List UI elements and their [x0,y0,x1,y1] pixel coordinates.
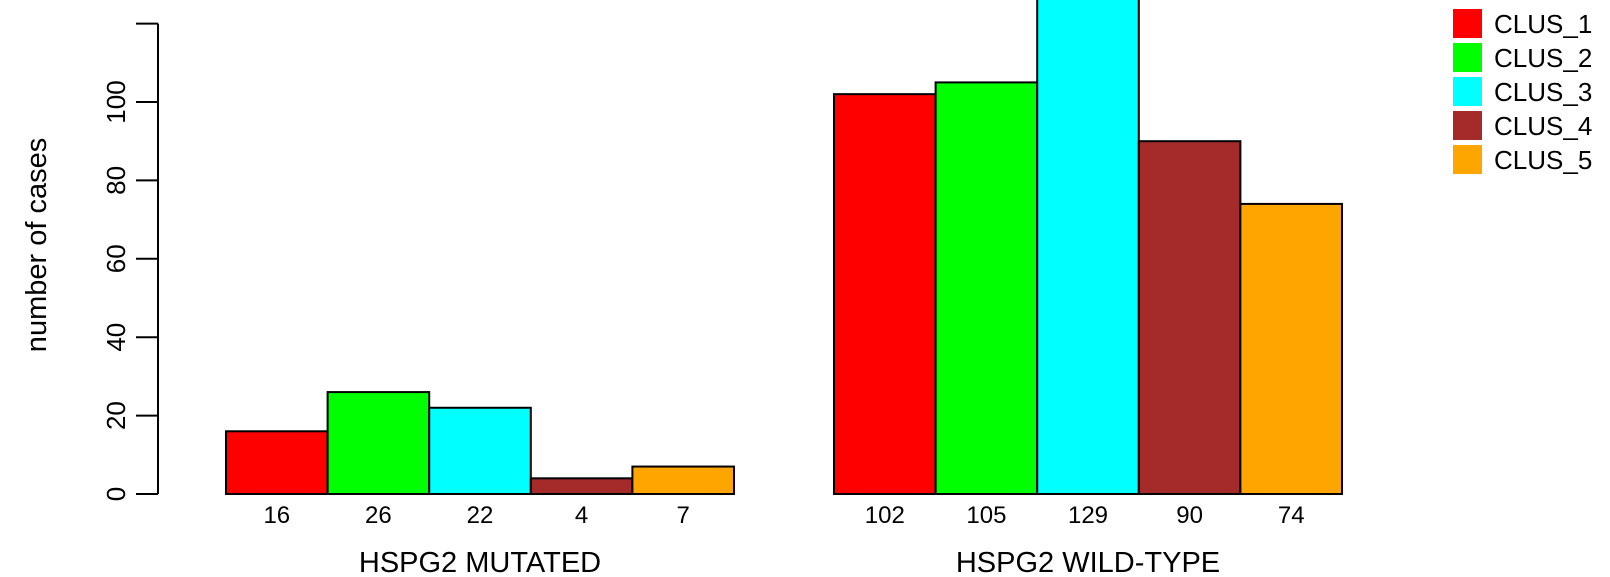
bar-value-label: 74 [1278,502,1305,529]
bar [1137,140,1242,495]
bar [428,406,532,496]
legend-swatch [1453,111,1482,140]
legend-label: CLUS_2 [1494,43,1592,73]
legend-swatch [1453,9,1482,38]
bar-value-label: 102 [865,502,905,529]
bar-value-label: 105 [966,502,1006,529]
bar [1239,202,1344,495]
legend-swatch [1453,77,1482,106]
bar-value-label: 129 [1068,502,1108,529]
legend-swatch [1453,145,1482,174]
bar [631,465,736,495]
bar [326,391,431,495]
y-tick-label: 0 [101,487,131,501]
legend-label: CLUS_3 [1494,77,1592,107]
legend-label: CLUS_5 [1494,145,1592,175]
y-axis: 0 20 40 60 80 100 [101,22,159,501]
group-label: HSPG2 WILD-TYPE [956,547,1220,577]
bar [833,93,937,495]
legend: CLUS_1 CLUS_2 CLUS_3 CLUS_4 CLUS_5 [1453,9,1592,175]
bar-value-label: 22 [467,502,494,529]
bar-value-label: 90 [1176,502,1203,529]
y-tick-label: 60 [101,244,131,273]
bar-value-label: 7 [677,502,690,529]
group-labels: HSPG2 MUTATED HSPG2 WILD-TYPE [359,547,1220,577]
bar [1036,0,1140,495]
y-tick-label: 80 [101,166,131,195]
legend-swatch [1453,43,1482,72]
legend-label: CLUS_1 [1494,9,1592,39]
bar-value-label: 26 [365,502,392,529]
bar [529,477,634,496]
group-label: HSPG2 MUTATED [359,547,601,577]
bars: 16 26 22 4 7 102 105 129 90 74 [225,0,1344,529]
y-tick-label: 20 [101,401,131,430]
y-axis-title: number of cases [21,138,53,352]
y-tick-label: 40 [101,323,131,352]
bar-value-label: 4 [575,502,588,529]
bar-value-label: 16 [263,502,290,529]
y-tick-label: 100 [101,80,131,123]
bar [225,430,329,495]
bar [934,81,1039,496]
legend-label: CLUS_4 [1494,111,1592,141]
